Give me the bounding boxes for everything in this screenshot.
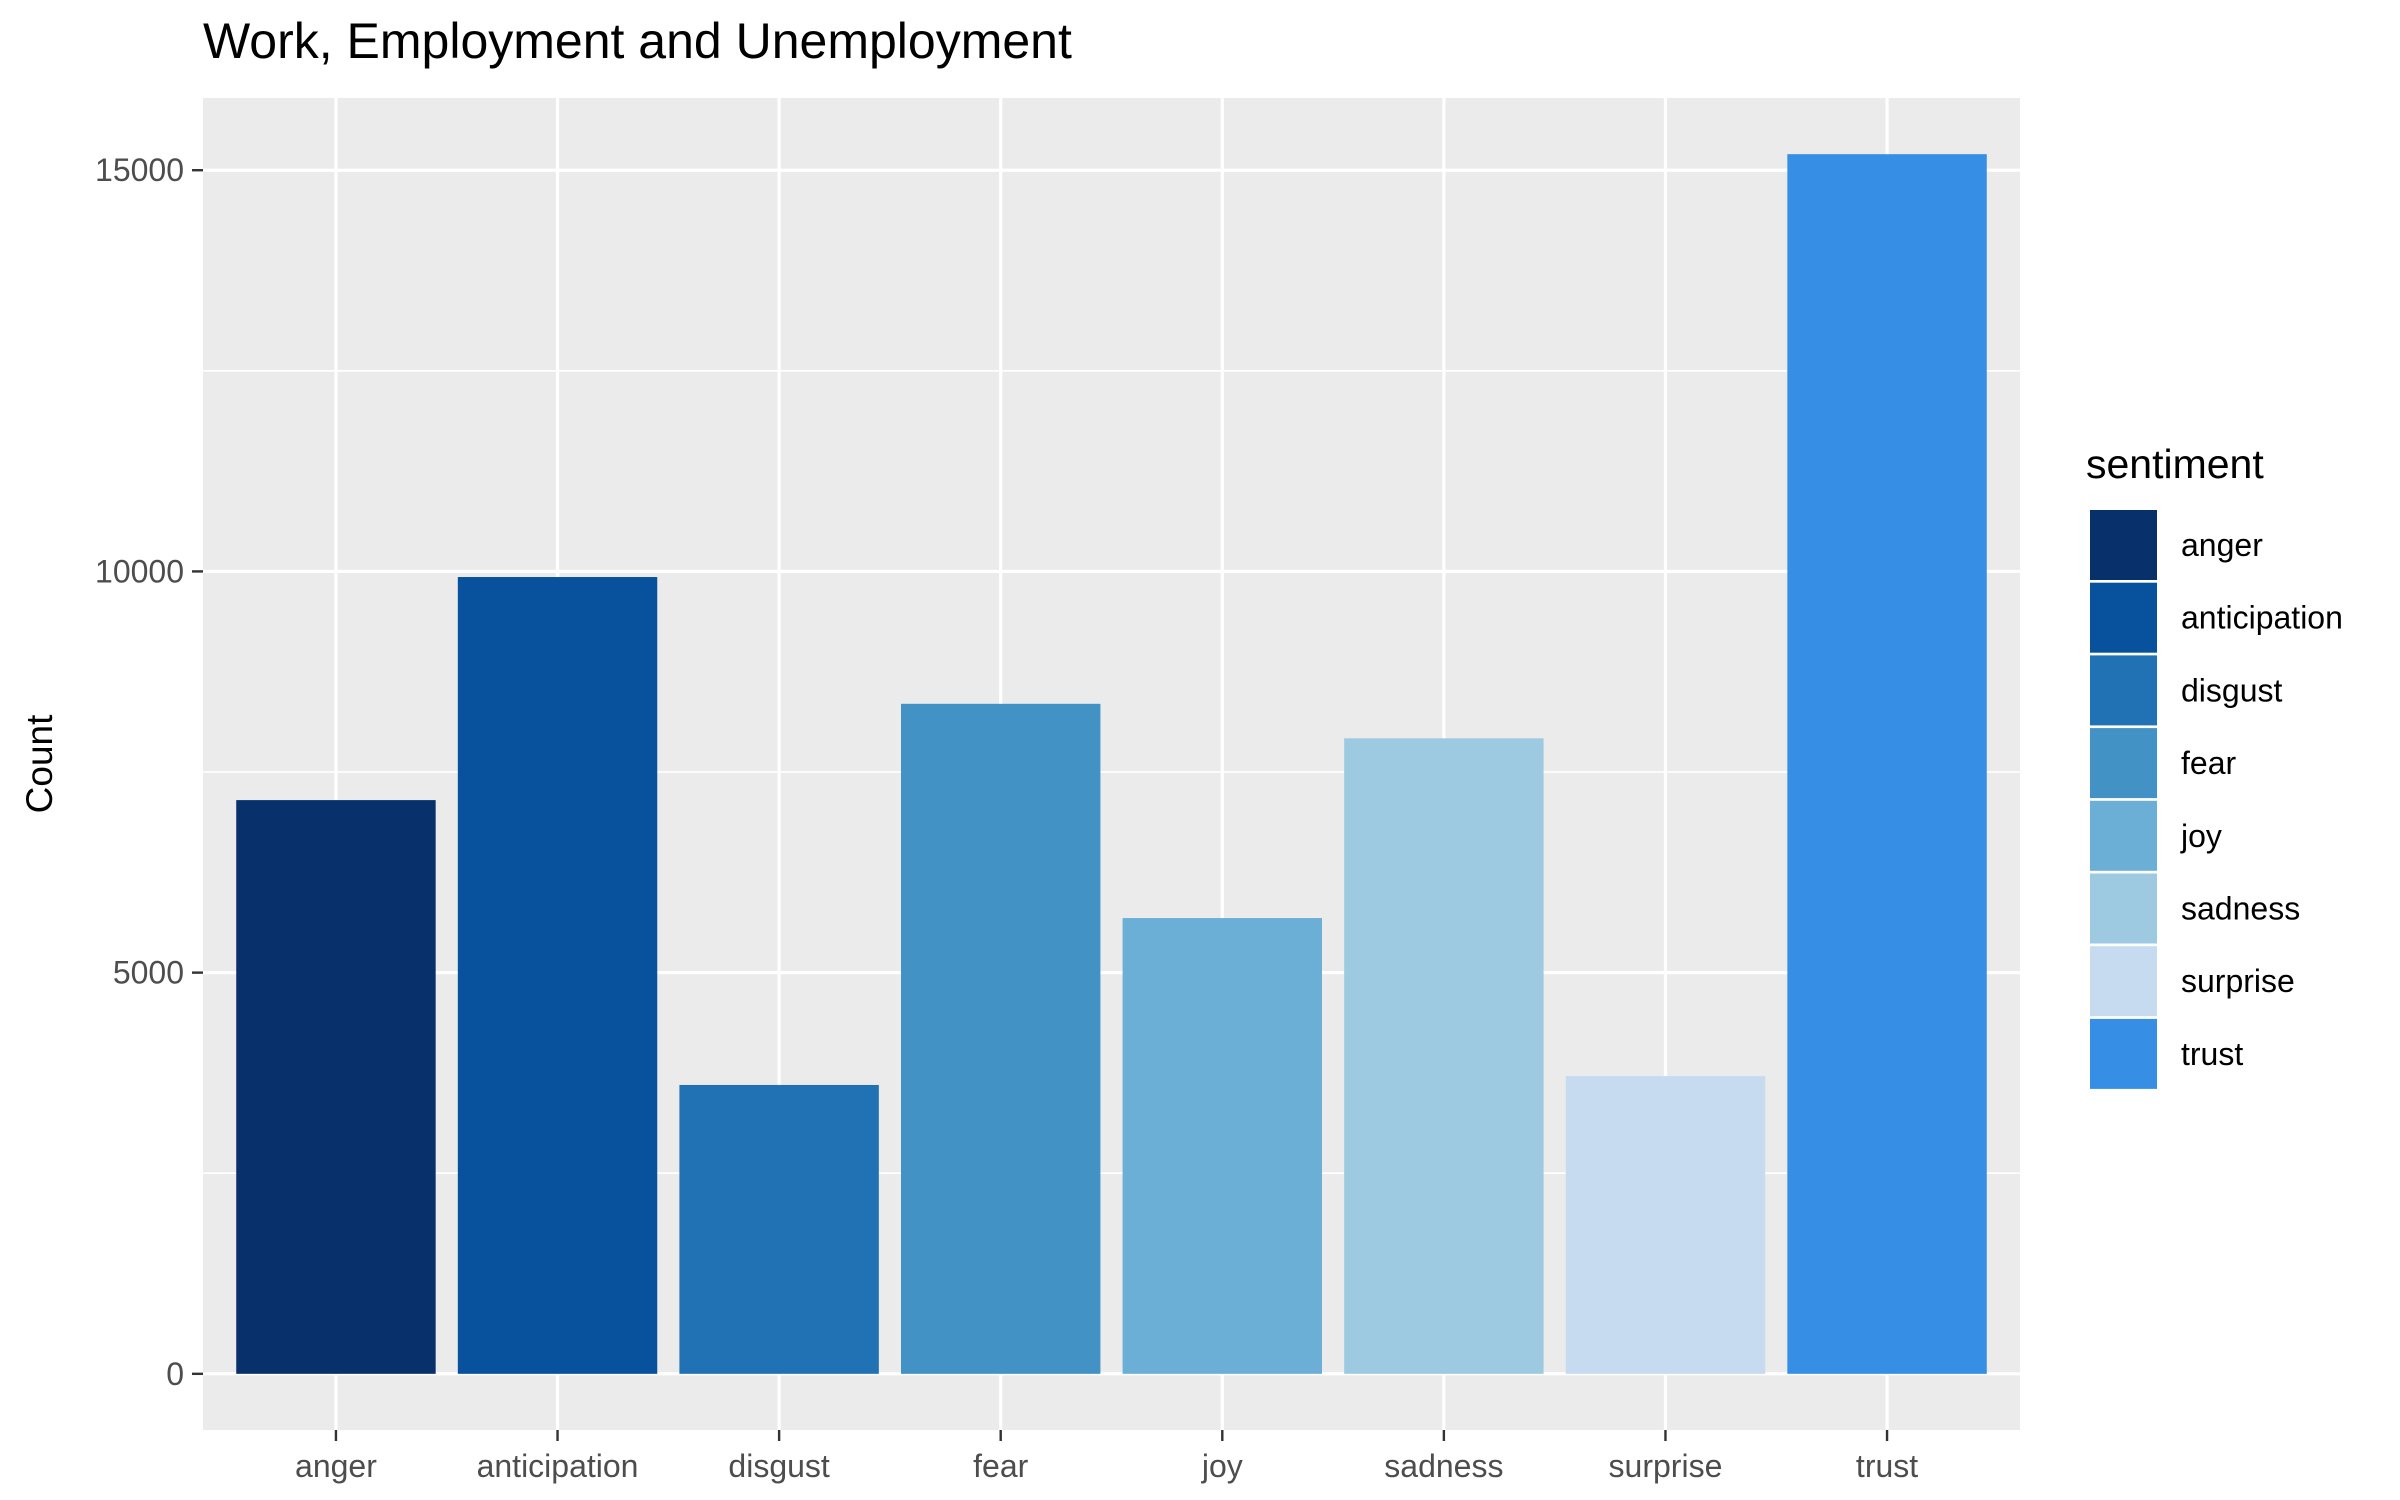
legend-key-joy [2090,800,2157,871]
legend-label: fear [2181,745,2236,781]
legend-label: surprise [2181,963,2295,999]
x-axis: anger anticipation disgust fear joy sadness su… [295,1430,1918,1484]
x-tick-label: anticipation [477,1448,639,1484]
legend-label: trust [2181,1036,2243,1072]
x-tick-label: joy [1201,1448,1243,1484]
legend-label: anger [2181,527,2263,563]
bar-disgust [679,1084,879,1374]
legend: sentiment anger anticipation disgust fear jo… [2086,441,2343,1089]
bars [236,154,1987,1374]
bar-anger [236,800,436,1374]
bar-trust [1787,154,1987,1374]
bar-fear [900,703,1101,1374]
legend-title: sentiment [2086,441,2264,487]
x-tick-label: sadness [1384,1448,1503,1484]
x-tick-label: anger [295,1448,377,1484]
bar-joy [1122,918,1323,1374]
y-axis: 0 5000 10000 15000 [95,152,203,1392]
bar-anticipation [457,577,658,1374]
x-tick-label: trust [1856,1448,1918,1484]
legend-key-disgust [2090,655,2157,726]
chart-title: Work, Employment and Unemployment [203,13,1072,69]
y-axis-title: Count [19,714,60,813]
legend-key-anticipation [2090,582,2157,653]
x-tick-label: disgust [728,1448,830,1484]
y-tick-label: 10000 [95,553,184,589]
y-tick-label: 15000 [95,152,184,188]
bar-surprise [1565,1076,1766,1374]
legend-key-fear [2090,728,2157,799]
legend-key-surprise [2090,946,2157,1017]
x-tick-label: surprise [1609,1448,1723,1484]
legend-key-sadness [2090,873,2157,944]
legend-key-trust [2090,1018,2157,1089]
legend-label: sadness [2181,891,2300,927]
legend-label: joy [2180,818,2222,854]
y-tick-label: 5000 [113,955,184,991]
legend-label: disgust [2181,672,2283,708]
bar-sadness [1344,738,1544,1374]
legend-key-anger [2090,510,2157,580]
legend-label: anticipation [2181,600,2343,636]
y-tick-label: 0 [166,1356,184,1392]
x-tick-label: fear [973,1448,1028,1484]
